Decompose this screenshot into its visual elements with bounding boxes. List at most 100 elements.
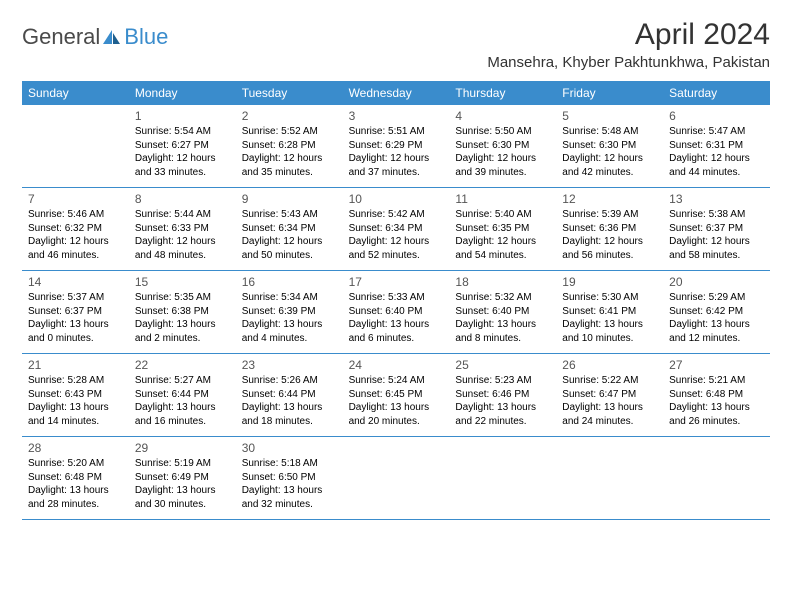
- day-cell: 26Sunrise: 5:22 AMSunset: 6:47 PMDayligh…: [556, 354, 663, 436]
- daylight-text: Daylight: 13 hours: [242, 318, 337, 332]
- daylight-text: Daylight: 12 hours: [455, 152, 550, 166]
- sunset-text: Sunset: 6:28 PM: [242, 139, 337, 153]
- sunrise-text: Sunrise: 5:46 AM: [28, 208, 123, 222]
- daylight-text: Daylight: 12 hours: [135, 235, 230, 249]
- weekday-header: Sunday: [22, 81, 129, 105]
- day-number: 12: [562, 191, 657, 207]
- day-number: 4: [455, 108, 550, 124]
- daylight-text: and 2 minutes.: [135, 332, 230, 346]
- weekday-header: Friday: [556, 81, 663, 105]
- daylight-text: and 28 minutes.: [28, 498, 123, 512]
- daylight-text: and 26 minutes.: [669, 415, 764, 429]
- daylight-text: and 8 minutes.: [455, 332, 550, 346]
- day-cell: 1Sunrise: 5:54 AMSunset: 6:27 PMDaylight…: [129, 105, 236, 187]
- sunset-text: Sunset: 6:35 PM: [455, 222, 550, 236]
- daylight-text: Daylight: 13 hours: [242, 401, 337, 415]
- title-block: April 2024 Mansehra, Khyber Pakhtunkhwa,…: [487, 18, 770, 71]
- sunrise-text: Sunrise: 5:21 AM: [669, 374, 764, 388]
- empty-cell: [343, 437, 450, 519]
- day-cell: 28Sunrise: 5:20 AMSunset: 6:48 PMDayligh…: [22, 437, 129, 519]
- day-number: 2: [242, 108, 337, 124]
- day-number: 10: [349, 191, 444, 207]
- sunrise-text: Sunrise: 5:32 AM: [455, 291, 550, 305]
- daylight-text: and 35 minutes.: [242, 166, 337, 180]
- sunset-text: Sunset: 6:32 PM: [28, 222, 123, 236]
- daylight-text: Daylight: 13 hours: [455, 401, 550, 415]
- daylight-text: Daylight: 13 hours: [455, 318, 550, 332]
- daylight-text: Daylight: 12 hours: [242, 235, 337, 249]
- weekday-header: Monday: [129, 81, 236, 105]
- daylight-text: and 58 minutes.: [669, 249, 764, 263]
- sunset-text: Sunset: 6:36 PM: [562, 222, 657, 236]
- day-cell: 29Sunrise: 5:19 AMSunset: 6:49 PMDayligh…: [129, 437, 236, 519]
- daylight-text: Daylight: 12 hours: [562, 152, 657, 166]
- sunrise-text: Sunrise: 5:37 AM: [28, 291, 123, 305]
- empty-cell: [22, 105, 129, 187]
- day-cell: 20Sunrise: 5:29 AMSunset: 6:42 PMDayligh…: [663, 271, 770, 353]
- sunrise-text: Sunrise: 5:54 AM: [135, 125, 230, 139]
- sunset-text: Sunset: 6:48 PM: [669, 388, 764, 402]
- day-cell: 21Sunrise: 5:28 AMSunset: 6:43 PMDayligh…: [22, 354, 129, 436]
- weekday-header: Thursday: [449, 81, 556, 105]
- sunset-text: Sunset: 6:42 PM: [669, 305, 764, 319]
- day-cell: 13Sunrise: 5:38 AMSunset: 6:37 PMDayligh…: [663, 188, 770, 270]
- day-cell: 4Sunrise: 5:50 AMSunset: 6:30 PMDaylight…: [449, 105, 556, 187]
- sunrise-text: Sunrise: 5:28 AM: [28, 374, 123, 388]
- sunset-text: Sunset: 6:33 PM: [135, 222, 230, 236]
- brand-part2: Blue: [124, 24, 168, 50]
- daylight-text: Daylight: 13 hours: [349, 318, 444, 332]
- sunset-text: Sunset: 6:38 PM: [135, 305, 230, 319]
- daylight-text: and 24 minutes.: [562, 415, 657, 429]
- day-number: 14: [28, 274, 123, 290]
- day-cell: 6Sunrise: 5:47 AMSunset: 6:31 PMDaylight…: [663, 105, 770, 187]
- sunset-text: Sunset: 6:49 PM: [135, 471, 230, 485]
- day-cell: 14Sunrise: 5:37 AMSunset: 6:37 PMDayligh…: [22, 271, 129, 353]
- daylight-text: and 48 minutes.: [135, 249, 230, 263]
- week-row: 1Sunrise: 5:54 AMSunset: 6:27 PMDaylight…: [22, 105, 770, 188]
- daylight-text: Daylight: 13 hours: [349, 401, 444, 415]
- daylight-text: and 33 minutes.: [135, 166, 230, 180]
- calendar: SundayMondayTuesdayWednesdayThursdayFrid…: [22, 81, 770, 520]
- daylight-text: Daylight: 12 hours: [455, 235, 550, 249]
- day-number: 27: [669, 357, 764, 373]
- daylight-text: and 4 minutes.: [242, 332, 337, 346]
- day-number: 20: [669, 274, 764, 290]
- daylight-text: Daylight: 13 hours: [669, 318, 764, 332]
- weeks-container: 1Sunrise: 5:54 AMSunset: 6:27 PMDaylight…: [22, 105, 770, 520]
- day-cell: 8Sunrise: 5:44 AMSunset: 6:33 PMDaylight…: [129, 188, 236, 270]
- day-number: 8: [135, 191, 230, 207]
- day-number: 29: [135, 440, 230, 456]
- page-title: April 2024: [487, 18, 770, 52]
- sunrise-text: Sunrise: 5:34 AM: [242, 291, 337, 305]
- daylight-text: and 56 minutes.: [562, 249, 657, 263]
- daylight-text: and 37 minutes.: [349, 166, 444, 180]
- daylight-text: Daylight: 13 hours: [135, 484, 230, 498]
- day-number: 21: [28, 357, 123, 373]
- sunset-text: Sunset: 6:47 PM: [562, 388, 657, 402]
- day-cell: 3Sunrise: 5:51 AMSunset: 6:29 PMDaylight…: [343, 105, 450, 187]
- sunset-text: Sunset: 6:34 PM: [242, 222, 337, 236]
- sunset-text: Sunset: 6:44 PM: [135, 388, 230, 402]
- day-number: 15: [135, 274, 230, 290]
- sunset-text: Sunset: 6:41 PM: [562, 305, 657, 319]
- day-number: 1: [135, 108, 230, 124]
- sunset-text: Sunset: 6:46 PM: [455, 388, 550, 402]
- week-row: 21Sunrise: 5:28 AMSunset: 6:43 PMDayligh…: [22, 354, 770, 437]
- sunrise-text: Sunrise: 5:19 AM: [135, 457, 230, 471]
- daylight-text: and 0 minutes.: [28, 332, 123, 346]
- daylight-text: and 50 minutes.: [242, 249, 337, 263]
- sunrise-text: Sunrise: 5:38 AM: [669, 208, 764, 222]
- day-number: 30: [242, 440, 337, 456]
- sunset-text: Sunset: 6:40 PM: [349, 305, 444, 319]
- empty-cell: [663, 437, 770, 519]
- sunrise-text: Sunrise: 5:43 AM: [242, 208, 337, 222]
- day-cell: 12Sunrise: 5:39 AMSunset: 6:36 PMDayligh…: [556, 188, 663, 270]
- sunset-text: Sunset: 6:37 PM: [28, 305, 123, 319]
- sunrise-text: Sunrise: 5:26 AM: [242, 374, 337, 388]
- daylight-text: and 16 minutes.: [135, 415, 230, 429]
- day-cell: 30Sunrise: 5:18 AMSunset: 6:50 PMDayligh…: [236, 437, 343, 519]
- day-cell: 19Sunrise: 5:30 AMSunset: 6:41 PMDayligh…: [556, 271, 663, 353]
- day-cell: 9Sunrise: 5:43 AMSunset: 6:34 PMDaylight…: [236, 188, 343, 270]
- day-number: 5: [562, 108, 657, 124]
- sunset-text: Sunset: 6:31 PM: [669, 139, 764, 153]
